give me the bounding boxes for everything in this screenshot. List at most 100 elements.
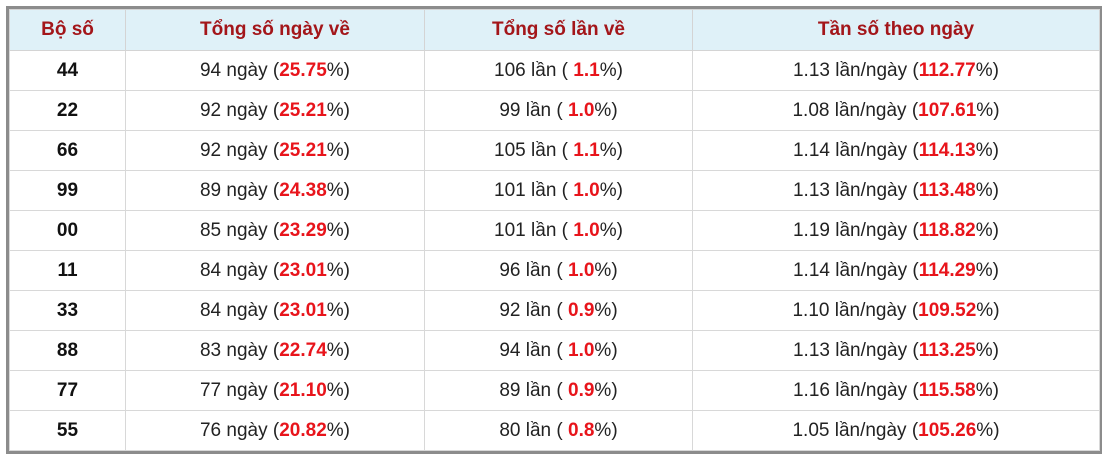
- cell-text: %): [326, 379, 350, 401]
- cell-text: %): [326, 419, 350, 441]
- percent-value: 115.58: [918, 379, 976, 401]
- table-row: 77 77 ngày (21.10%) 89 lần ( 0.9%) 1.16 lần…: [9, 370, 1100, 411]
- stats-table: Bộ số Tổng số ngày về Tổng số lần về Tần số…: [9, 9, 1100, 451]
- percent-value: 21.10: [279, 379, 327, 401]
- number-cell: 00: [9, 210, 126, 251]
- percent-value: 25.21: [279, 139, 327, 161]
- cell-text: 89 ngày (: [199, 179, 280, 201]
- cell-text: %): [594, 259, 618, 281]
- cell-text: %): [326, 219, 350, 241]
- percent-value: 23.01: [279, 299, 327, 321]
- times-cell: 106 lần ( 1.1%): [424, 50, 693, 91]
- cell-text: 77 ngày (: [199, 379, 280, 401]
- table-row: 99 89 ngày (24.38%) 101 lần ( 1.0%) 1.13 lầ…: [9, 170, 1100, 211]
- percent-value: 0.8: [568, 419, 595, 441]
- cell-text: %): [594, 419, 618, 441]
- cell-text: 80 lần (: [499, 419, 568, 441]
- cell-text: 106 lần (: [494, 59, 574, 81]
- cell-text: 1.14 lần/ngày (: [792, 259, 919, 281]
- cell-text: 83 ngày (: [199, 339, 280, 361]
- cell-text: %): [975, 259, 999, 281]
- days-cell: 84 ngày (23.01%): [125, 290, 425, 331]
- times-cell: 94 lần ( 1.0%): [424, 330, 693, 371]
- cell-text: 1.13 lần/ngày (: [792, 339, 919, 361]
- percent-value: 0.9: [568, 379, 595, 401]
- cell-text: %): [326, 139, 350, 161]
- cell-text: %): [976, 419, 1000, 441]
- cell-text: 76 ngày (: [199, 419, 280, 441]
- freq-cell: 1.05 lần/ngày (105.26%): [692, 410, 1100, 451]
- cell-text: %): [594, 99, 618, 121]
- cell-text: %): [599, 139, 623, 161]
- table-row: 00 85 ngày (23.29%) 101 lần ( 1.0%) 1.19 lầ…: [9, 210, 1100, 251]
- cell-text: %): [975, 339, 999, 361]
- cell-text: %): [976, 99, 1000, 121]
- cell-text: 1.19 lần/ngày (: [792, 219, 919, 241]
- cell-text: 94 lần (: [499, 339, 568, 361]
- cell-text: %): [599, 219, 623, 241]
- times-cell: 80 lần ( 0.8%): [424, 410, 693, 451]
- cell-text: 101 lần (: [494, 179, 574, 201]
- cell-text: 92 ngày (: [199, 139, 280, 161]
- percent-value: 25.75: [279, 59, 327, 81]
- cell-text: 1.14 lần/ngày (: [792, 139, 919, 161]
- number-cell: 33: [9, 290, 126, 331]
- freq-cell: 1.13 lần/ngày (113.25%): [692, 330, 1100, 371]
- header-cell: Tổng số lần về: [424, 9, 693, 51]
- table-frame: Bộ số Tổng số ngày về Tổng số lần về Tần số…: [6, 6, 1102, 454]
- percent-value: 118.82: [918, 219, 976, 241]
- percent-value: 0.9: [568, 299, 595, 321]
- days-cell: 94 ngày (25.75%): [125, 50, 425, 91]
- cell-text: 105 lần (: [494, 139, 574, 161]
- number-cell: 99: [9, 170, 126, 211]
- cell-text: %): [975, 59, 999, 81]
- freq-cell: 1.08 lần/ngày (107.61%): [692, 90, 1100, 131]
- cell-text: 101 lần (: [494, 219, 574, 241]
- percent-value: 25.21: [279, 99, 327, 121]
- percent-value: 20.82: [279, 419, 327, 441]
- freq-cell: 1.10 lần/ngày (109.52%): [692, 290, 1100, 331]
- percent-value: 1.1: [573, 59, 600, 81]
- cell-text: 99 lần (: [499, 99, 568, 121]
- cell-text: 84 ngày (: [199, 299, 280, 321]
- freq-cell: 1.19 lần/ngày (118.82%): [692, 210, 1100, 251]
- percent-value: 114.13: [918, 139, 976, 161]
- percent-value: 24.38: [279, 179, 327, 201]
- cell-text: 1.13 lần/ngày (: [792, 59, 919, 81]
- number-cell: 22: [9, 90, 126, 131]
- cell-text: 1.08 lần/ngày (: [792, 99, 919, 121]
- cell-text: %): [326, 259, 350, 281]
- table-row: 22 92 ngày (25.21%) 99 lần ( 1.0%) 1.08 lần…: [9, 90, 1100, 131]
- percent-value: 107.61: [918, 99, 977, 121]
- number-cell: 77: [9, 370, 126, 411]
- header-cell: Bộ số: [9, 9, 126, 51]
- table-row: 66 92 ngày (25.21%) 105 lần ( 1.1%) 1.14 lầ…: [9, 130, 1100, 171]
- percent-value: 105.26: [918, 419, 977, 441]
- times-cell: 99 lần ( 1.0%): [424, 90, 693, 131]
- table-row: 88 83 ngày (22.74%) 94 lần ( 1.0%) 1.13 lần…: [9, 330, 1100, 371]
- cell-text: %): [975, 179, 999, 201]
- percent-value: 114.29: [918, 259, 976, 281]
- number-cell: 88: [9, 330, 126, 371]
- header-row: Bộ số Tổng số ngày về Tổng số lần về Tần số…: [9, 9, 1100, 51]
- times-cell: 96 lần ( 1.0%): [424, 250, 693, 291]
- times-cell: 101 lần ( 1.0%): [424, 210, 693, 251]
- cell-text: %): [599, 59, 623, 81]
- percent-value: 113.25: [918, 339, 976, 361]
- cell-text: 94 ngày (: [199, 59, 280, 81]
- days-cell: 85 ngày (23.29%): [125, 210, 425, 251]
- days-cell: 83 ngày (22.74%): [125, 330, 425, 371]
- number-cell: 44: [9, 50, 126, 91]
- percent-value: 23.29: [279, 219, 327, 241]
- cell-text: 1.16 lần/ngày (: [792, 379, 919, 401]
- cell-text: 89 lần (: [499, 379, 568, 401]
- percent-value: 112.77: [918, 59, 976, 81]
- days-cell: 84 ngày (23.01%): [125, 250, 425, 291]
- table-row: 44 94 ngày (25.75%) 106 lần ( 1.1%) 1.13 lầ…: [9, 50, 1100, 91]
- cell-text: %): [326, 59, 350, 81]
- freq-cell: 1.14 lần/ngày (114.29%): [692, 250, 1100, 291]
- cell-text: 85 ngày (: [199, 219, 280, 241]
- table-body: 44 94 ngày (25.75%) 106 lần ( 1.1%) 1.13 lầ…: [9, 50, 1100, 451]
- percent-value: 1.0: [568, 99, 595, 121]
